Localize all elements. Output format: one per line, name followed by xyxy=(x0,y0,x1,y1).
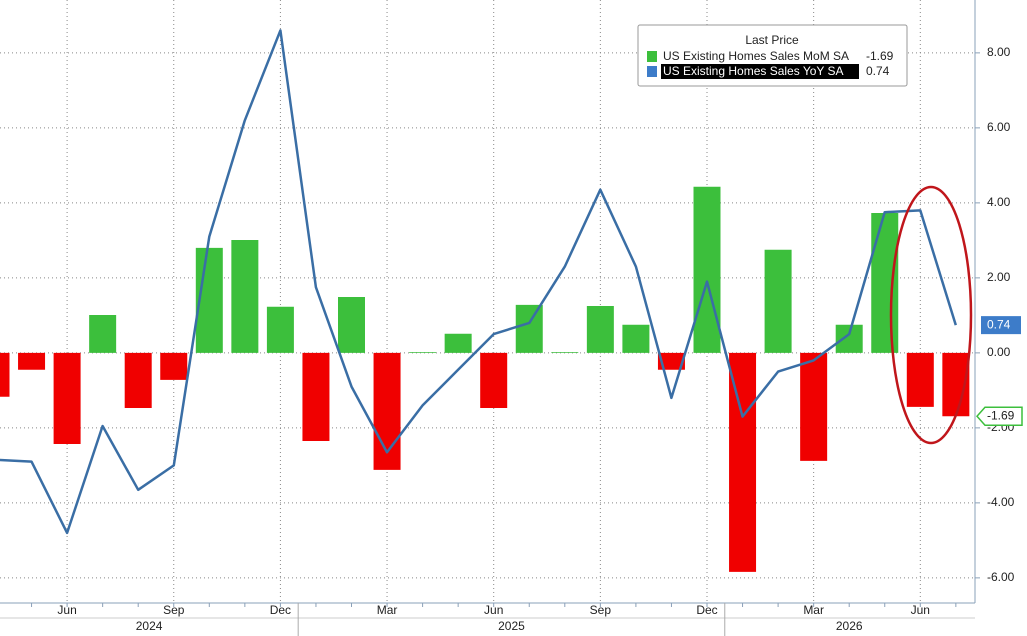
bar xyxy=(906,352,934,407)
bar xyxy=(764,249,792,353)
bar xyxy=(0,352,10,397)
y-tick-label: 2.00 xyxy=(987,270,1011,284)
y-tick-label: 4.00 xyxy=(987,195,1011,209)
last-value-badge xyxy=(981,316,1021,335)
legend-swatch xyxy=(647,66,657,77)
legend-label: US Existing Homes Sales MoM SA xyxy=(663,49,849,63)
bar xyxy=(160,352,188,380)
bar xyxy=(18,352,46,370)
legend-swatch xyxy=(647,51,657,62)
bar xyxy=(835,324,863,353)
legend-title: Last Price xyxy=(745,33,799,47)
y-tick-label: 8.00 xyxy=(987,45,1011,59)
x-tick-label: Dec xyxy=(270,603,291,617)
bar xyxy=(515,304,543,353)
bar xyxy=(622,324,650,353)
bar xyxy=(266,306,294,353)
legend-value: 0.74 xyxy=(866,64,890,78)
y-tick-label: -4.00 xyxy=(987,495,1015,509)
highlight-ellipse xyxy=(889,185,973,445)
bar xyxy=(729,352,757,572)
bar xyxy=(586,306,614,353)
bar xyxy=(124,352,152,408)
bar xyxy=(444,333,472,353)
bar xyxy=(871,213,899,353)
line xyxy=(0,29,957,535)
x-tick-label: Mar xyxy=(803,603,824,617)
y-tick-label: 0.00 xyxy=(987,345,1011,359)
last-value-label: -1.69 xyxy=(987,408,1015,422)
year-label: 2026 xyxy=(836,619,863,633)
bar xyxy=(657,352,685,370)
bar xyxy=(693,186,721,353)
marks-layer xyxy=(0,29,970,572)
bar xyxy=(302,352,330,441)
y-tick-label: 6.00 xyxy=(987,120,1011,134)
last-value-badge xyxy=(975,406,1023,426)
bar xyxy=(480,352,508,408)
year-label: 2025 xyxy=(498,619,525,633)
legend-highlight xyxy=(661,64,859,79)
x-tick-label: Jun xyxy=(484,603,503,617)
legend: Last Price US Existing Homes Sales MoM S… xyxy=(637,24,908,87)
bar xyxy=(338,297,365,353)
x-tick-label: Jun xyxy=(911,603,930,617)
bar xyxy=(409,352,437,353)
last-value-label: 0.74 xyxy=(987,317,1011,331)
legend-value: -1.69 xyxy=(866,49,894,63)
bar xyxy=(800,352,828,461)
bar xyxy=(551,352,579,353)
x-tick-label: Mar xyxy=(377,603,398,617)
x-tick-label: Dec xyxy=(696,603,717,617)
legend-label: US Existing Homes Sales YoY SA xyxy=(663,64,844,78)
y-tick-label: -6.00 xyxy=(987,570,1015,584)
x-tick-label: Sep xyxy=(163,603,185,617)
bar xyxy=(53,352,81,444)
bar xyxy=(89,315,117,353)
bar xyxy=(231,240,259,353)
x-tick-label: Jun xyxy=(57,603,76,617)
x-tick-label: Sep xyxy=(590,603,612,617)
year-label: 2024 xyxy=(136,619,163,633)
